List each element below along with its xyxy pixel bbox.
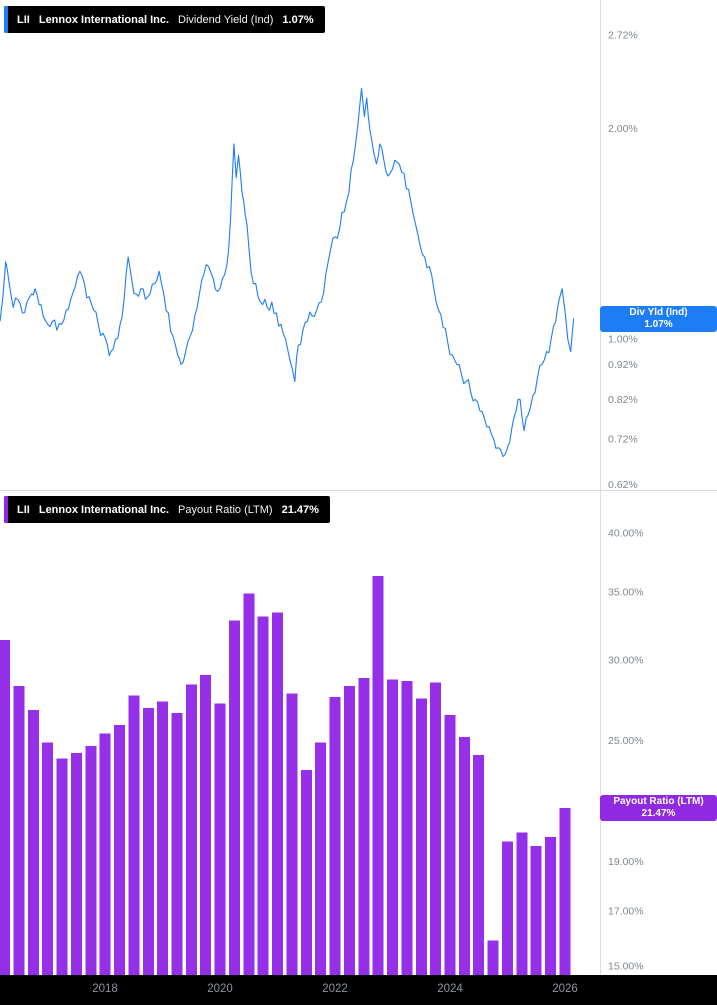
legend-metric: Dividend Yield (Ind) [178, 13, 274, 26]
last-value-badge-payout-ratio: Payout Ratio (LTM) 21.47% [600, 795, 717, 821]
payout-ratio-bar [401, 681, 413, 975]
legend-ticker: LII [17, 503, 30, 516]
y-axis-tick-label: 40.00% [608, 528, 644, 540]
legend-payout-ratio[interactable]: LII Lennox International Inc. Payout Rat… [4, 496, 330, 523]
payout-ratio-bar [214, 703, 226, 975]
payout-ratio-bar [530, 845, 542, 975]
x-axis-tick-label: 2026 [552, 983, 578, 995]
y-axis-tick-label: 19.00% [608, 856, 644, 868]
x-axis-tick-label: 2024 [437, 983, 463, 995]
payout-ratio-bar [42, 742, 54, 975]
series-color-bar-blue [4, 6, 8, 33]
y-axis-tick-label: 0.92% [608, 359, 638, 371]
payout-ratio-bar [157, 701, 169, 975]
payout-ratio-bar [85, 745, 97, 975]
payout-ratio-bar [200, 675, 212, 975]
payout-ratio-bar [286, 693, 298, 975]
payout-ratio-bar [458, 737, 470, 975]
dividend-yield-line [0, 87, 575, 458]
payout-ratio-bar [300, 769, 312, 975]
payout-ratio-bar [114, 725, 125, 975]
y-axis-tick-label: 30.00% [608, 655, 644, 667]
payout-ratio-bar [272, 612, 284, 975]
legend-value: 21.47% [281, 503, 319, 516]
payout-ratio-bar [128, 695, 140, 975]
legend-metric: Payout Ratio (LTM) [178, 503, 273, 516]
payout-ratio-bar [27, 709, 39, 975]
payout-ratio-bar [358, 678, 370, 975]
payout-ratio-bar [315, 742, 327, 975]
badge-value-label: 1.07% [644, 319, 673, 330]
legend-dividend-yield[interactable]: LII Lennox International Inc. Dividend Y… [4, 6, 325, 33]
payout-ratio-bar [0, 639, 11, 975]
payout-ratio-bar [372, 575, 384, 975]
payout-ratio-bar [56, 758, 68, 975]
legend-value: 1.07% [282, 13, 314, 26]
payout-ratio-bar [387, 679, 398, 975]
legend-ticker: LII [17, 13, 30, 26]
payout-ratio-bar [545, 836, 557, 975]
payout-ratio-bar [343, 685, 355, 975]
last-value-badge-div-yld: Div Yld (Ind) 1.07% [600, 306, 717, 332]
y-axis-tick-label: 0.82% [608, 394, 638, 406]
payout-ratio-bar [13, 685, 25, 975]
payout-ratio-bar [559, 807, 571, 975]
payout-ratio-bar [473, 754, 485, 975]
payout-ratio-bar [171, 713, 183, 975]
y-axis-tick-label: 1.00% [608, 334, 638, 346]
x-axis-footer: 2018 2020 2022 2024 2026 [0, 975, 717, 1005]
legend-company: Lennox International Inc. [38, 503, 170, 516]
y-axis-tick-label: 15.00% [608, 961, 644, 973]
badge-metric-label: Div Yld (Ind) [629, 307, 688, 318]
badge-value-label: 21.47% [641, 808, 676, 819]
payout-ratio-bar [329, 696, 341, 975]
payout-ratio-bar [516, 832, 528, 975]
x-axis-tick-label: 2022 [322, 983, 348, 995]
payout-ratio-bar [142, 708, 154, 975]
payout-ratio-bar [185, 684, 197, 975]
y-axis-tick-label: 17.00% [608, 905, 644, 917]
badge-metric-label: Payout Ratio (LTM) [613, 796, 704, 807]
payout-ratio-bar [257, 616, 269, 975]
y-axis-tick-label: 25.00% [608, 735, 644, 747]
payout-ratio-bar [243, 593, 255, 975]
payout-ratio-bar [430, 682, 442, 975]
payout-ratio-bar [415, 698, 427, 975]
x-axis-tick-label: 2020 [207, 983, 233, 995]
legend-company: Lennox International Inc. [38, 13, 170, 26]
payout-ratio-bar [70, 753, 82, 975]
chart-canvas[interactable]: 2.72% 2.00% 1.00% 0.92% 0.82% 0.72% 0.62% 40.00… [0, 0, 717, 975]
payout-ratio-bar [99, 733, 111, 975]
payout-ratio-bar [229, 620, 240, 975]
x-axis-tick-label: 2018 [92, 983, 118, 995]
y-axis-tick-label: 35.00% [608, 587, 644, 599]
y-axis-tick-label: 0.72% [608, 434, 638, 446]
series-color-bar-purple [4, 496, 8, 523]
payout-ratio-bar [487, 940, 499, 975]
payout-ratio-bar [502, 841, 513, 975]
y-axis-tick-label: 0.62% [608, 479, 638, 491]
y-axis-tick-label: 2.00% [608, 123, 638, 135]
payout-ratio-bar [444, 714, 456, 975]
y-axis-tick-label: 2.72% [608, 29, 638, 41]
